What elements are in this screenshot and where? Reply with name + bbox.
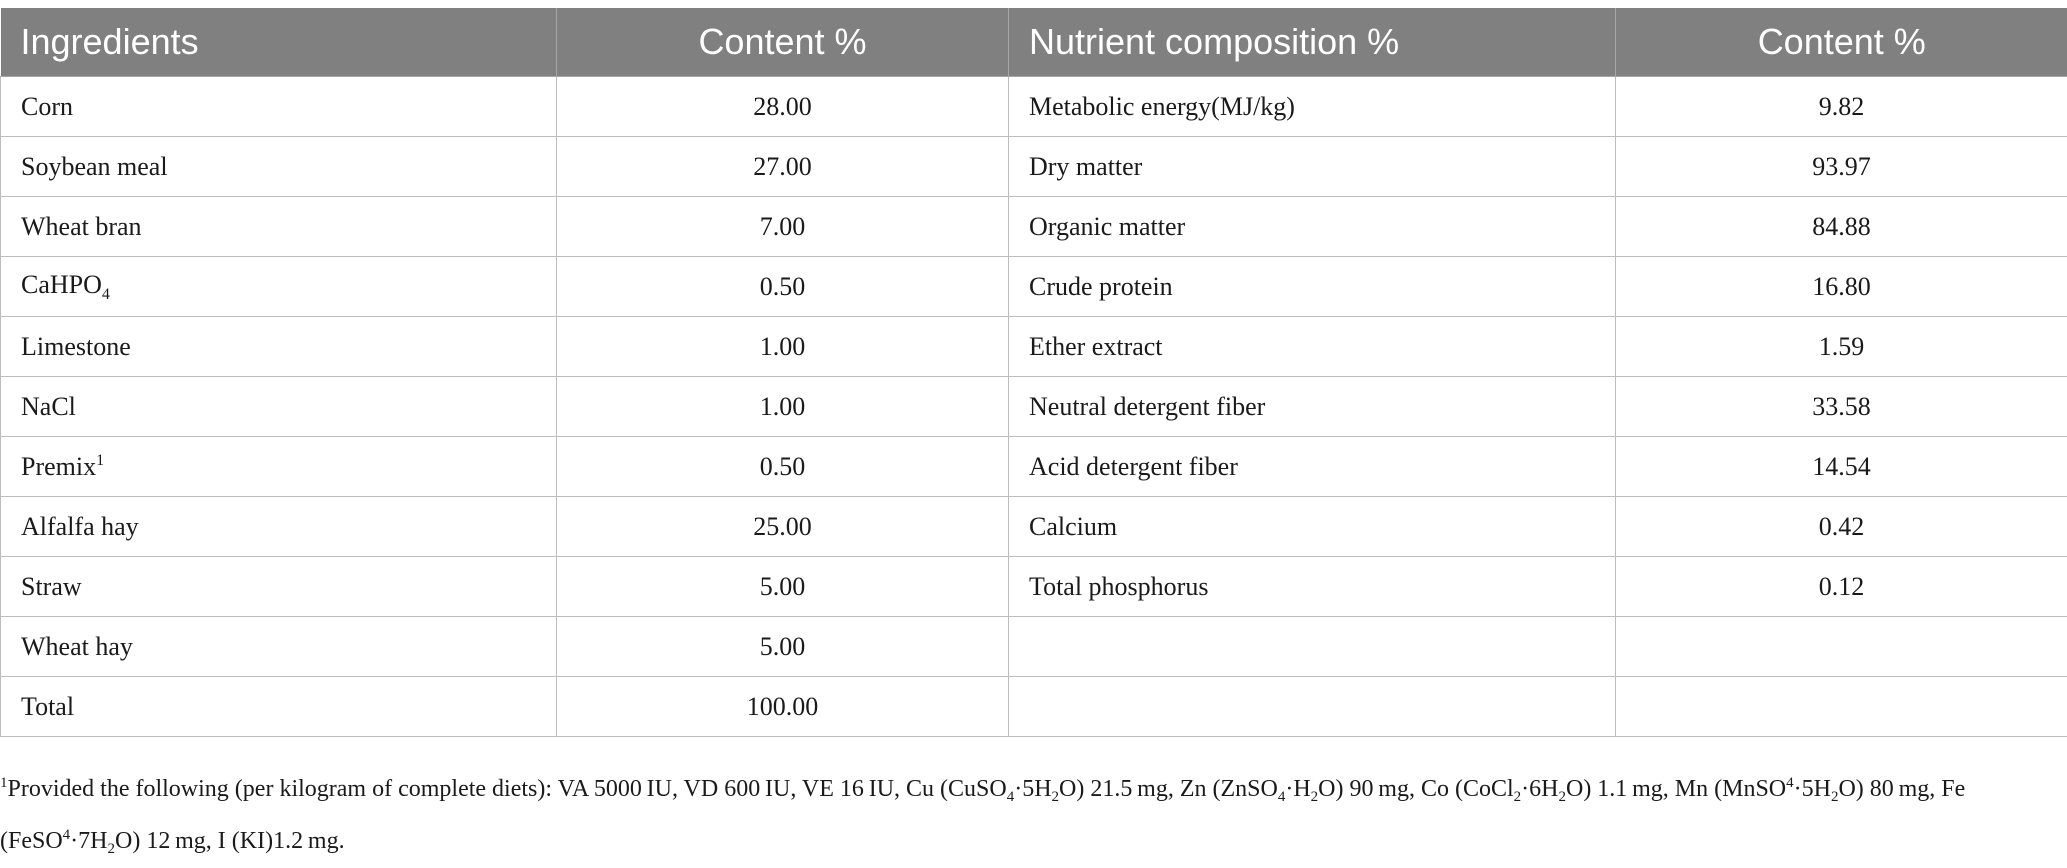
table-footnote: 1Provided the following (per kilogram of… (0, 764, 2062, 868)
ingredient-content: 0.50 (557, 437, 1009, 497)
nutrient-content: 16.80 (1616, 257, 2067, 317)
ingredient-name: Total (1, 677, 557, 737)
nutrient-name: Crude protein (1009, 257, 1616, 317)
nutrient-name: Total phosphorus (1009, 557, 1616, 617)
table-header-row: Ingredients Content % Nutrient compositi… (1, 8, 2067, 77)
ingredient-name: Wheat bran (1, 197, 557, 257)
footnote-text: ·6H (1521, 776, 1558, 802)
nutrient-content: 33.58 (1616, 377, 2067, 437)
header-ingredient-content: Content % (557, 8, 1009, 77)
header-nutrient-composition: Nutrient composition % (1009, 8, 1616, 77)
ingredient-name: Corn (1, 77, 557, 137)
ingredient-name: NaCl (1, 377, 557, 437)
ingredient-name-base: CaHPO (21, 270, 102, 299)
nutrient-content (1616, 677, 2067, 737)
ingredient-name: Wheat hay (1, 617, 557, 677)
nutrient-name: Ether extract (1009, 317, 1616, 377)
table-row: Corn 28.00 Metabolic energy(MJ/kg) 9.82 (1, 77, 2067, 137)
table-row: NaCl 1.00 Neutral detergent fiber 33.58 (1, 377, 2067, 437)
nutrient-content: 14.54 (1616, 437, 2067, 497)
table-row: Alfalfa hay 25.00 Calcium 0.42 (1, 497, 2067, 557)
footnote-marker: 1 (96, 452, 104, 469)
footnote-text: O) 90 mg, Co (CoCl (1318, 776, 1513, 802)
footnote-marker: 1 (0, 775, 8, 791)
ingredient-content: 5.00 (557, 617, 1009, 677)
table-row: Wheat bran 7.00 Organic matter 84.88 (1, 197, 2067, 257)
footnote-superscript: 4 (1786, 775, 1794, 791)
header-ingredients: Ingredients (1, 8, 557, 77)
nutrient-content: 0.12 (1616, 557, 2067, 617)
diet-composition-table: Ingredients Content % Nutrient compositi… (0, 8, 2067, 737)
footnote-subscript: 2 (108, 841, 116, 857)
nutrient-name (1009, 617, 1616, 677)
ingredient-content: 0.50 (557, 257, 1009, 317)
footnote-text: ·5H (1014, 776, 1051, 802)
table-row: Soybean meal 27.00 Dry matter 93.97 (1, 137, 2067, 197)
ingredient-name: Premix1 (1, 437, 557, 497)
header-nutrient-content: Content % (1616, 8, 2067, 77)
table-row: CaHPO4 0.50 Crude protein 16.80 (1, 257, 2067, 317)
footnote-text: O) 1.1 mg, Mn (MnSO (1566, 776, 1786, 802)
footnote-text: O) 12 mg, I (KI)1.2 mg. (115, 828, 345, 854)
ingredient-name: Limestone (1, 317, 557, 377)
nutrient-name: Neutral detergent fiber (1009, 377, 1616, 437)
ingredient-name-base: Premix (21, 452, 96, 481)
table-row: Limestone 1.00 Ether extract 1.59 (1, 317, 2067, 377)
nutrient-name: Calcium (1009, 497, 1616, 557)
ingredient-name: Straw (1, 557, 557, 617)
ingredient-name: Soybean meal (1, 137, 557, 197)
footnote-subscript: 2 (1558, 789, 1566, 805)
ingredient-content: 7.00 (557, 197, 1009, 257)
ingredient-name: Alfalfa hay (1, 497, 557, 557)
nutrient-content (1616, 617, 2067, 677)
footnote-text: ·7H (70, 828, 107, 854)
footnote-text: Provided the following (per kilogram of … (8, 776, 1007, 802)
nutrient-name: Organic matter (1009, 197, 1616, 257)
diet-composition-table-container: Ingredients Content % Nutrient compositi… (0, 8, 2067, 737)
nutrient-content: 93.97 (1616, 137, 2067, 197)
table-row: Straw 5.00 Total phosphorus 0.12 (1, 557, 2067, 617)
nutrient-name (1009, 677, 1616, 737)
ingredient-content: 1.00 (557, 377, 1009, 437)
footnote-text: O) 21.5 mg, Zn (ZnSO (1059, 776, 1278, 802)
nutrient-content: 9.82 (1616, 77, 2067, 137)
nutrient-content: 1.59 (1616, 317, 2067, 377)
ingredient-content: 25.00 (557, 497, 1009, 557)
table-row: Total 100.00 (1, 677, 2067, 737)
nutrient-content: 0.42 (1616, 497, 2067, 557)
nutrient-name: Dry matter (1009, 137, 1616, 197)
nutrient-name: Acid detergent fiber (1009, 437, 1616, 497)
footnote-subscript: 2 (1052, 789, 1060, 805)
footnote-text: ·5H (1794, 776, 1831, 802)
footnote-text: ·H (1285, 776, 1310, 802)
ingredient-name: CaHPO4 (1, 257, 557, 317)
ingredient-content: 27.00 (557, 137, 1009, 197)
nutrient-name: Metabolic energy(MJ/kg) (1009, 77, 1616, 137)
table-row: Wheat hay 5.00 (1, 617, 2067, 677)
ingredient-content: 100.00 (557, 677, 1009, 737)
table-row: Premix1 0.50 Acid detergent fiber 14.54 (1, 437, 2067, 497)
ingredient-content: 5.00 (557, 557, 1009, 617)
ingredient-content: 28.00 (557, 77, 1009, 137)
ingredient-name-subscript: 4 (102, 286, 110, 303)
nutrient-content: 84.88 (1616, 197, 2067, 257)
ingredient-content: 1.00 (557, 317, 1009, 377)
